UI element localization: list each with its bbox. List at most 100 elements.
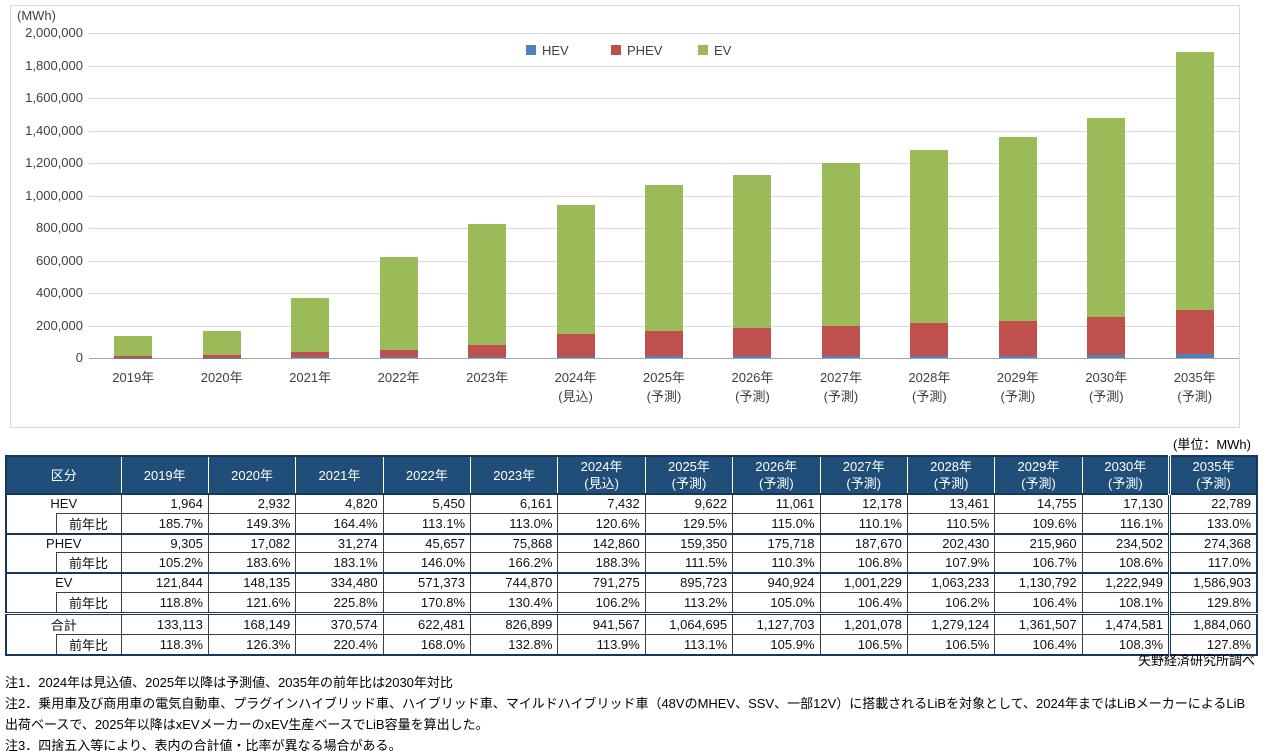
x-axis-sublabel: (予測) [735,389,770,404]
bar-segment-phev-2029年 [998,320,1037,356]
bar-segment-ev-2027年 [821,162,860,326]
y-axis-tick-label: 1,000,000 [25,187,83,203]
value-cell: 13,461 [906,493,996,514]
table-header-year: 2019年 [120,455,209,495]
value-cell: 11,061 [732,493,821,514]
value-cell: 1,361,507 [994,611,1083,635]
note-line: 注1．2024年は見込値、2025年以降は予測値、2035年の前年比は2030年… [5,675,453,690]
footnotes: 注1．2024年は見込値、2025年以降は予測値、2035年の前年比は2030年… [5,672,1258,751]
x-axis-line [89,358,1239,359]
value-cell: 234,502 [1081,533,1171,553]
value-cell: 187,670 [819,533,908,553]
value-cell: 133,113 [120,611,209,635]
x-axis-label: 2030年 (予測) [1061,368,1151,406]
y-axis-tick-label: 1,200,000 [25,155,83,170]
value-cell: 1,884,060 [1168,611,1258,635]
x-axis-label: 2022年 [377,370,420,385]
hev-legend-swatch-icon [526,45,536,55]
yoy-value-cell: 106.4% [819,591,908,614]
y-axis-tick-label: 1,400,000 [25,122,83,138]
category-cell: EV [5,572,122,592]
bar-segment-phev-2022年 [379,349,418,358]
value-cell: 202,430 [906,533,996,553]
yoy-label-cell: 前年比 [55,512,122,535]
yoy-value-cell: 106.7% [994,552,1083,574]
table-row-PHEV: PHEV 9,305 17,082 31,274 45,657 75,868 142,860… [5,533,1258,553]
value-cell: 1,063,233 [906,572,996,593]
bar-segment-hev-2027年 [821,356,860,358]
yoy-value-cell: 108.6% [1081,552,1171,574]
bar-segment-phev-2024年 [556,333,595,357]
value-cell: 5,450 [382,493,472,514]
spacer-cell [5,513,57,535]
value-cell: 22,789 [1168,493,1258,514]
table-header-year: 2022年 [382,455,472,495]
value-cell: 17,082 [207,533,297,553]
value-cell: 6,161 [470,493,559,514]
y-axis-tick-label: 2,000,000 [25,25,83,40]
ev-legend-swatch-icon [698,45,708,55]
value-cell: 148,135 [207,572,297,593]
yoy-value-cell: 220.4% [295,633,384,655]
table-header-year: 2024年 (見込) [557,455,646,495]
phev-legend-swatch-icon [611,45,621,55]
value-cell: 1,474,581 [1081,611,1171,635]
legend-item-phev: PHEV [611,43,662,58]
table-header-year: 2027年 (予測) [819,455,908,495]
legend-label: EV [714,42,732,58]
x-axis-sublabel: (予測) [823,389,859,404]
bar-segment-ev-2022年 [379,256,418,350]
yoy-value-cell: 126.3% [207,633,297,655]
value-cell: 31,274 [295,533,384,553]
yoy-value-cell: 149.3% [207,512,297,535]
y-axis-unit-label: (MWh) [17,8,56,23]
table-row-yoy-EV: 前年比 118.8% 121.6% 225.8% 170.8% 130.4% 106.2% 1… [5,591,1258,614]
y-axis-tick-label: 400,000 [36,285,83,300]
table-row-HEV: HEV 1,964 2,932 4,820 5,450 6,161 7,432 9,622 11… [5,493,1258,514]
bar-segment-hev-2021年 [291,357,330,358]
table-header-year: 2026年 (予測) [732,455,821,495]
value-cell: 14,755 [994,493,1083,514]
yoy-label-cell: 前年比 [55,591,122,614]
yoy-value-cell: 120.6% [557,512,646,535]
gridline [89,65,1239,67]
x-axis-label: 2021年 [289,370,332,385]
value-cell: 159,350 [644,533,734,553]
value-cell: 940,924 [732,572,821,593]
table-unit-note: (単位：MWh) [1173,437,1251,452]
x-axis-label: 2025年 (予測) [619,368,709,406]
x-axis-sublabel: (予測) [1088,389,1124,404]
y-axis-tick-label: 200,000 [36,317,83,333]
bar-segment-ev-2020年 [202,330,241,355]
bar-segment-ev-2030年 [1087,118,1126,318]
yoy-value-cell: 106.8% [819,552,908,574]
yoy-value-cell: 168.0% [382,633,472,655]
bar-segment-phev-2025年 [645,330,683,357]
table-row-yoy-HEV: 前年比 185.7% 149.3% 164.4% 113.1% 113.0% 120.6% 1… [5,512,1258,535]
value-cell: 1,222,949 [1081,572,1171,593]
bar-segment-hev-2026年 [733,356,772,358]
value-cell: 168,149 [207,611,297,635]
bar-segment-phev-2027年 [821,325,860,356]
bar-segment-phev-2035年 [1175,309,1214,355]
gridline [89,130,1239,132]
x-axis-label: 2035年 (予測) [1150,368,1240,406]
yoy-value-cell: 115.0% [732,512,821,535]
yoy-label-cell: 前年比 [55,633,122,655]
table-header-year: 2025年 (予測) [644,455,734,495]
yoy-value-cell: 106.4% [994,633,1083,655]
value-cell: 274,368 [1168,533,1258,553]
table-header-year: 2035年 (予測) [1168,455,1258,495]
value-cell: 1,279,124 [906,611,996,635]
x-axis-sublabel: (見込) [558,389,593,404]
table-header-year: 2023年 [470,455,559,495]
value-cell: 2,932 [207,493,297,514]
x-axis-sublabel: (予測) [912,389,947,404]
value-cell: 334,480 [295,572,384,593]
bar-segment-hev-2030年 [1087,355,1126,358]
bar-segment-ev-2021年 [291,297,330,353]
bar-segment-hev-2023年 [468,356,507,358]
yoy-value-cell: 166.2% [470,552,559,574]
yoy-value-cell: 117.0% [1168,552,1258,574]
value-cell: 1,130,792 [994,572,1083,593]
